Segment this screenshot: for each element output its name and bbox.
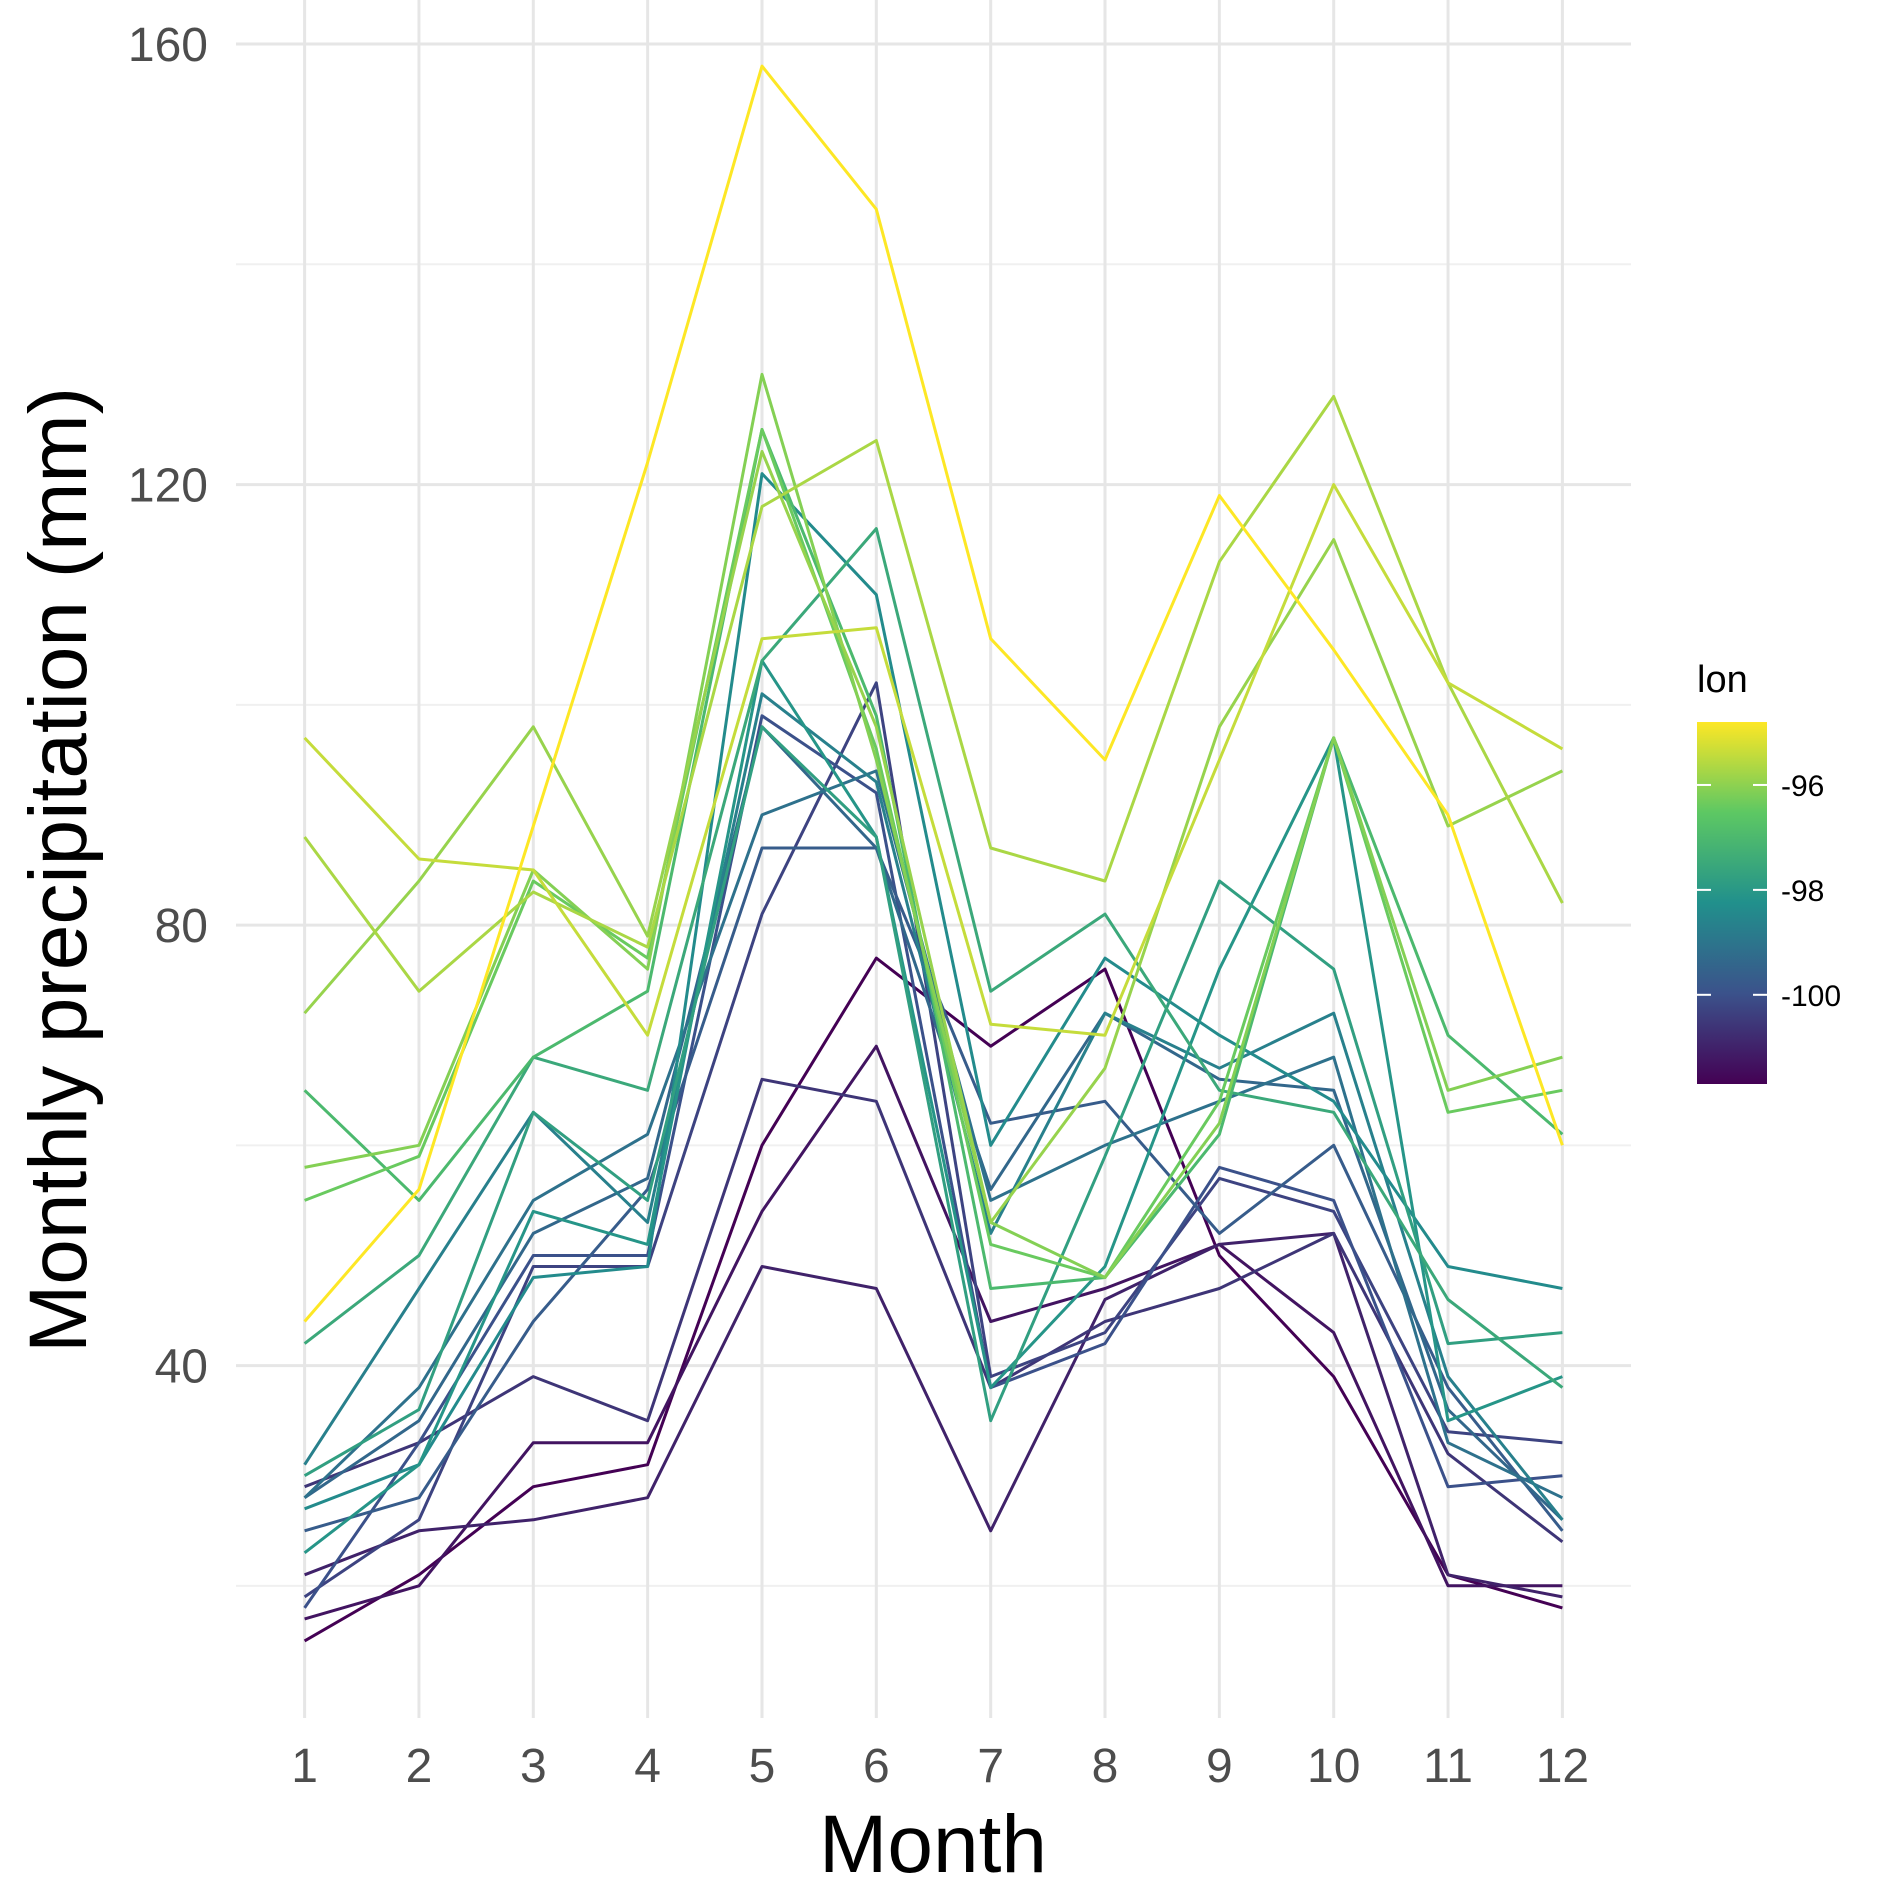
x-tick-label: 7 bbox=[977, 1740, 1004, 1793]
series-line bbox=[304, 472, 1563, 1511]
x-axis-title: Month bbox=[819, 1799, 1047, 1890]
series-lines bbox=[303, 64, 1564, 1643]
series-line bbox=[303, 725, 1563, 1477]
y-tick-label: 40 bbox=[155, 1341, 208, 1394]
x-tick-label: 8 bbox=[1092, 1740, 1119, 1793]
series-line bbox=[303, 450, 1564, 1224]
colorbar-tick-label: -100 bbox=[1781, 980, 1841, 1013]
x-tick-label: 6 bbox=[863, 1740, 890, 1793]
x-tick-label: 1 bbox=[291, 1740, 318, 1793]
series-line bbox=[303, 483, 1564, 1037]
x-tick-label: 5 bbox=[749, 1740, 776, 1793]
colorbar-ticks: -96 -98 -100 bbox=[1697, 770, 1841, 1013]
series-line bbox=[303, 527, 1564, 1389]
x-tick-label: 2 bbox=[406, 1740, 433, 1793]
x-tick-label: 10 bbox=[1307, 1740, 1360, 1793]
y-tick-label: 80 bbox=[155, 900, 208, 953]
colorbar bbox=[1697, 722, 1767, 1084]
series-line bbox=[303, 395, 1564, 993]
x-tick-label: 11 bbox=[1423, 1740, 1473, 1793]
x-tick-label: 4 bbox=[634, 1740, 661, 1793]
x-tick-labels: 1 2 3 4 5 6 7 8 9 10 11 12 bbox=[291, 1740, 1589, 1793]
colorbar-tick-label: -98 bbox=[1781, 875, 1824, 908]
y-tick-label: 120 bbox=[128, 460, 208, 513]
x-tick-label: 12 bbox=[1536, 1740, 1589, 1793]
series-line bbox=[303, 714, 1563, 1609]
legend-title: lon bbox=[1697, 659, 1748, 701]
series-line bbox=[304, 372, 1563, 1279]
series-line bbox=[303, 659, 1563, 1554]
series-line bbox=[303, 64, 1564, 1323]
x-tick-label: 3 bbox=[520, 1740, 547, 1793]
series-line bbox=[304, 1044, 1563, 1621]
y-tick-label: 160 bbox=[128, 19, 208, 72]
grid-lines bbox=[236, 0, 1631, 1718]
colorbar-tick-label: -96 bbox=[1781, 770, 1824, 803]
series-line bbox=[304, 1077, 1564, 1543]
colorbar-legend: lon -96 -98 -100 bbox=[1697, 659, 1841, 1084]
series-line bbox=[304, 1231, 1563, 1599]
y-axis-title: Monthly precipitation (mm) bbox=[13, 387, 104, 1353]
y-tick-labels: 40 80 120 160 bbox=[128, 19, 208, 1394]
x-tick-label: 9 bbox=[1206, 1740, 1233, 1793]
